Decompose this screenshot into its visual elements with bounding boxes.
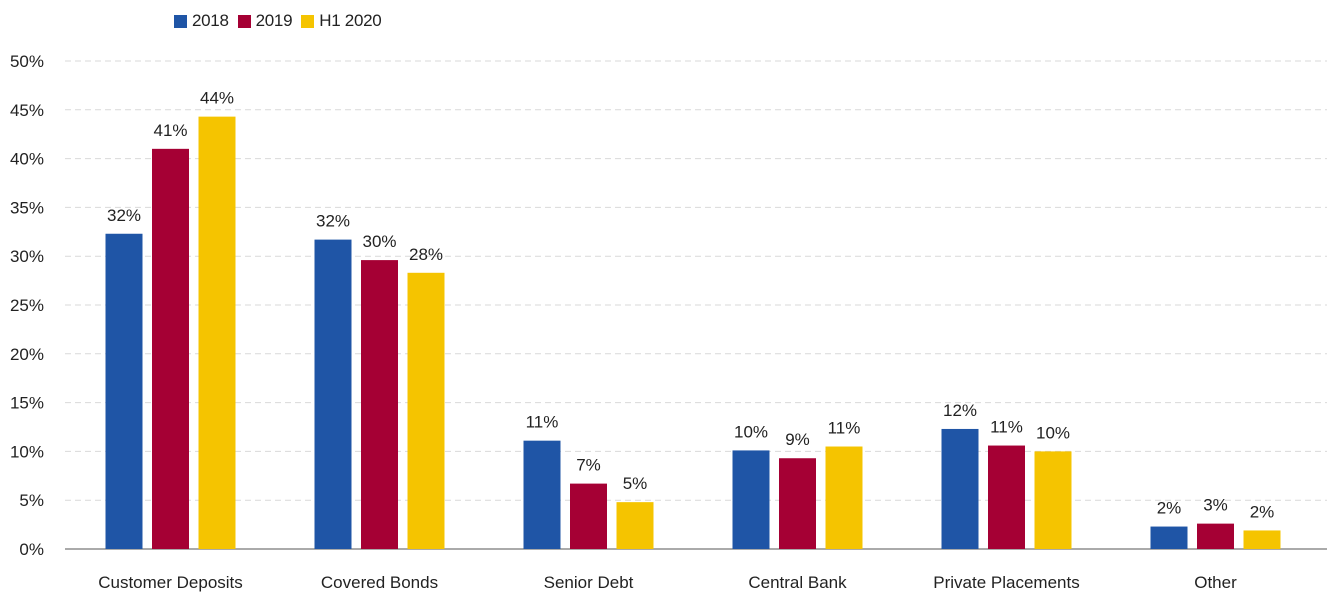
data-label: 3% bbox=[1203, 496, 1228, 515]
x-category-label: Other bbox=[1194, 573, 1237, 592]
bar-h1-2020 bbox=[825, 446, 863, 549]
data-label: 2% bbox=[1250, 502, 1275, 521]
data-label: 11% bbox=[990, 418, 1023, 437]
data-label: 32% bbox=[107, 206, 141, 225]
legend-swatch-2018 bbox=[174, 14, 187, 28]
bar-h1-2020 bbox=[198, 116, 236, 549]
bar-2018 bbox=[941, 428, 979, 549]
x-category-label: Covered Bonds bbox=[321, 573, 438, 592]
y-tick-label: 15% bbox=[10, 394, 44, 413]
y-tick-label: 50% bbox=[10, 52, 44, 71]
data-label: 11% bbox=[526, 413, 559, 432]
data-label: 28% bbox=[409, 245, 443, 264]
y-tick-label: 40% bbox=[10, 150, 44, 169]
bar-2018 bbox=[105, 233, 143, 549]
bar-h1-2020 bbox=[1034, 451, 1072, 549]
data-label: 12% bbox=[943, 401, 977, 420]
bar-h1-2020 bbox=[1243, 530, 1281, 549]
chart-legend: 2018 2019 H1 2020 bbox=[174, 10, 390, 32]
data-label: 5% bbox=[623, 474, 648, 493]
bar-2019 bbox=[1197, 523, 1234, 549]
data-label: 41% bbox=[153, 121, 187, 140]
legend-item-h1-2020: H1 2020 bbox=[301, 11, 382, 31]
bar-2019 bbox=[361, 260, 398, 549]
y-tick-label: 25% bbox=[10, 296, 44, 315]
legend-item-2019: 2019 bbox=[237, 11, 293, 31]
legend-label-h1-2020: H1 2020 bbox=[319, 11, 382, 30]
x-category-label: Customer Deposits bbox=[98, 573, 243, 592]
data-label: 9% bbox=[785, 430, 810, 449]
bar-2019 bbox=[570, 483, 607, 549]
data-label: 2% bbox=[1157, 499, 1182, 518]
data-label: 10% bbox=[1036, 423, 1070, 442]
data-label: 44% bbox=[200, 89, 234, 108]
y-tick-label: 20% bbox=[10, 345, 44, 364]
data-label: 30% bbox=[362, 232, 396, 251]
y-tick-label: 35% bbox=[10, 198, 44, 217]
legend-swatch-h1-2020 bbox=[301, 14, 315, 28]
x-category-label: Private Placements bbox=[933, 573, 1079, 592]
y-tick-label: 5% bbox=[19, 491, 44, 510]
legend-label-2018: 2018 bbox=[192, 11, 229, 30]
data-label: 11% bbox=[828, 419, 861, 438]
bar-2019 bbox=[988, 445, 1025, 549]
bar-h1-2020 bbox=[616, 502, 654, 549]
legend-item-2018: 2018 bbox=[174, 11, 229, 31]
y-tick-label: 45% bbox=[10, 101, 44, 120]
legend-label-2019: 2019 bbox=[255, 11, 293, 30]
data-label: 7% bbox=[576, 456, 601, 475]
legend-swatch-2019 bbox=[237, 14, 251, 28]
x-category-label: Central Bank bbox=[748, 573, 847, 592]
bar-2018 bbox=[314, 239, 352, 549]
bar-2018 bbox=[1150, 526, 1188, 549]
bar-2019 bbox=[152, 148, 189, 549]
y-tick-label: 0% bbox=[19, 540, 44, 559]
data-label: 32% bbox=[316, 212, 350, 231]
bar-2019 bbox=[779, 458, 816, 549]
bar-2018 bbox=[732, 450, 770, 549]
bar-2018 bbox=[523, 440, 561, 549]
bar-h1-2020 bbox=[407, 272, 445, 549]
y-tick-label: 10% bbox=[10, 442, 44, 461]
x-category-label: Senior Debt bbox=[544, 573, 634, 592]
data-label: 10% bbox=[734, 422, 768, 441]
y-tick-label: 30% bbox=[10, 247, 44, 266]
